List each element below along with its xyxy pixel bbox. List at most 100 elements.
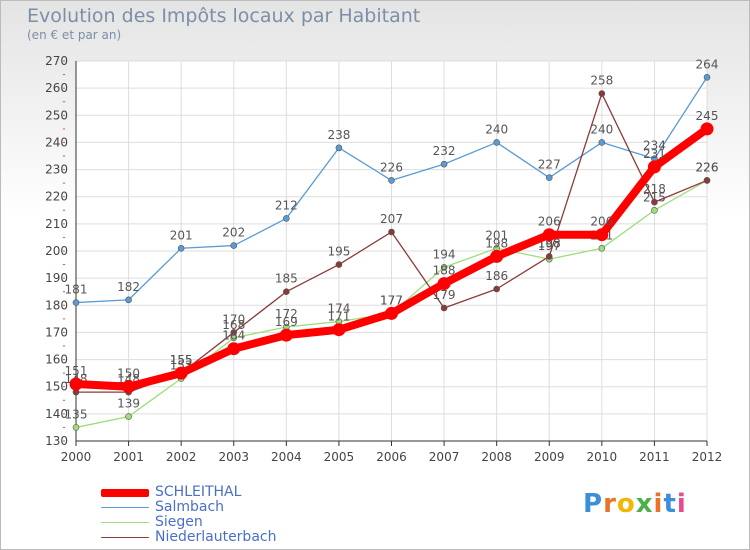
legend-item-salmbach: Salmbach <box>101 500 276 515</box>
logo-letter: i <box>653 489 664 519</box>
data-label-niederlauterbach: 195 <box>327 245 350 259</box>
data-label-siegen: 174 <box>327 302 350 316</box>
data-point-schleithal <box>227 342 241 356</box>
data-point-siegen <box>598 244 606 252</box>
logo-letter: x <box>635 489 654 519</box>
data-point-salmbach <box>703 73 711 81</box>
data-label-salmbach: 181 <box>65 283 88 297</box>
data-label-schleithal: 150 <box>117 367 140 381</box>
data-label-salmbach: 226 <box>380 160 403 174</box>
data-label-salmbach: 182 <box>117 280 140 294</box>
data-point-siegen <box>440 263 448 271</box>
y-tick-label: 230 <box>45 163 68 177</box>
data-point-salmbach <box>440 160 448 168</box>
data-point-niederlauterbach <box>335 261 343 268</box>
data-point-niederlauterbach <box>283 288 290 296</box>
data-label-schleithal: 188 <box>433 264 456 278</box>
data-point-salmbach <box>177 244 185 252</box>
data-point-schleithal <box>69 377 83 391</box>
legend-item-siegen: Siegen <box>101 515 276 530</box>
data-label-niederlauterbach: 218 <box>643 182 666 196</box>
legend-label: SCHLEITHAL <box>155 484 242 500</box>
data-label-salmbach: 234 <box>643 139 666 153</box>
data-label-schleithal: 169 <box>275 315 298 329</box>
data-label-schleithal: 245 <box>696 109 719 123</box>
data-point-salmbach <box>493 139 500 146</box>
data-point-schleithal <box>122 380 136 394</box>
y-tick-label: 170 <box>45 325 68 339</box>
data-point-schleithal <box>490 249 504 263</box>
legend-item-schleithal: SCHLEITHAL <box>101 485 276 500</box>
data-label-salmbach: 232 <box>433 144 456 158</box>
y-tick-label: 160 <box>45 353 68 367</box>
data-point-siegen <box>125 413 132 420</box>
data-label-schleithal: 198 <box>485 236 508 250</box>
data-label-niederlauterbach: 155 <box>170 353 193 367</box>
data-label-schleithal: 177 <box>380 293 403 307</box>
data-point-salmbach <box>230 242 238 249</box>
data-point-schleithal <box>332 323 346 337</box>
data-point-siegen <box>72 424 80 431</box>
x-tick-label: 2000 <box>61 450 92 464</box>
chart-title: Evolution des Impôts locaux par Habitant <box>27 5 421 27</box>
data-point-schleithal <box>700 122 714 136</box>
data-label-niederlauterbach: 179 <box>433 288 456 302</box>
data-point-salmbach <box>545 174 553 182</box>
data-label-niederlauterbach: 186 <box>485 269 508 283</box>
data-label-siegen: 177 <box>380 293 403 307</box>
legend-item-niederlauterbach: Niederlauterbach <box>101 530 276 545</box>
x-tick-label: 2008 <box>481 450 512 464</box>
x-tick-label: 2007 <box>429 450 460 464</box>
logo-letter: t <box>663 489 677 519</box>
logo-letter: i <box>676 489 687 519</box>
legend-label: Salmbach <box>155 499 225 515</box>
y-tick-label: 220 <box>45 190 68 204</box>
data-point-schleithal <box>279 328 293 342</box>
x-tick-label: 2003 <box>218 450 249 464</box>
data-label-salmbach: 227 <box>538 158 561 172</box>
data-label-salmbach: 201 <box>170 228 193 242</box>
data-label-niederlauterbach: 170 <box>222 312 245 326</box>
data-point-niederlauterbach <box>440 304 448 312</box>
chart-subtitle: (en € et par an) <box>27 28 122 42</box>
y-tick-label: 200 <box>45 244 68 258</box>
data-label-siegen: 135 <box>65 407 88 421</box>
data-label-siegen: 226 <box>696 160 719 174</box>
data-label-salmbach: 238 <box>327 128 350 142</box>
data-label-schleithal: 151 <box>65 364 88 378</box>
x-tick-label: 2011 <box>639 450 670 464</box>
y-tick-label: 260 <box>45 81 68 95</box>
data-label-schleithal: 231 <box>643 147 666 161</box>
data-label-schleithal: 164 <box>222 329 245 343</box>
data-label-salmbach: 240 <box>485 122 508 136</box>
data-label-niederlauterbach: 207 <box>380 212 403 226</box>
y-tick-label: 190 <box>45 271 68 285</box>
data-label-salmbach: 264 <box>696 57 719 71</box>
data-label-salmbach: 212 <box>275 198 298 212</box>
proxiti-logo: Proxiti <box>583 489 687 519</box>
data-label-siegen: 194 <box>433 247 456 261</box>
data-label-siegen: 172 <box>275 307 298 321</box>
x-tick-label: 2012 <box>692 450 723 464</box>
x-tick-label: 2005 <box>324 450 355 464</box>
data-point-niederlauterbach <box>598 90 606 97</box>
legend-swatch <box>101 537 149 538</box>
legend-label: Siegen <box>155 514 203 530</box>
data-label-salmbach: 240 <box>590 122 613 136</box>
data-point-schleithal <box>647 160 661 174</box>
data-label-niederlauterbach: 258 <box>590 74 613 88</box>
y-tick-label: 150 <box>45 380 68 394</box>
data-point-salmbach <box>125 296 132 304</box>
data-point-schleithal <box>174 366 188 380</box>
data-label-niederlauterbach: 226 <box>696 160 719 174</box>
legend-label: Niederlauterbach <box>155 529 277 545</box>
logo-letter: o <box>616 489 636 519</box>
data-label-siegen: 215 <box>643 190 666 204</box>
y-tick-label: 270 <box>45 54 68 68</box>
data-label-schleithal: 206 <box>590 215 613 229</box>
data-point-salmbach <box>283 215 290 222</box>
legend-swatch <box>101 488 149 497</box>
x-tick-label: 2010 <box>587 450 618 464</box>
x-tick-label: 2002 <box>166 450 197 464</box>
